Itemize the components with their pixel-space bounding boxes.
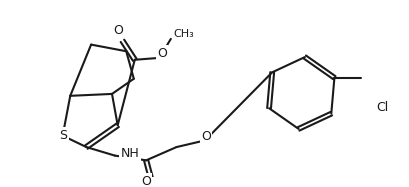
Text: O: O [201, 130, 211, 143]
Text: O: O [157, 47, 167, 60]
Text: Cl: Cl [376, 101, 388, 114]
Text: S: S [58, 129, 67, 142]
Text: O: O [141, 175, 151, 187]
Text: NH: NH [121, 147, 139, 160]
Text: CH₃: CH₃ [174, 29, 194, 39]
Text: O: O [114, 24, 124, 37]
